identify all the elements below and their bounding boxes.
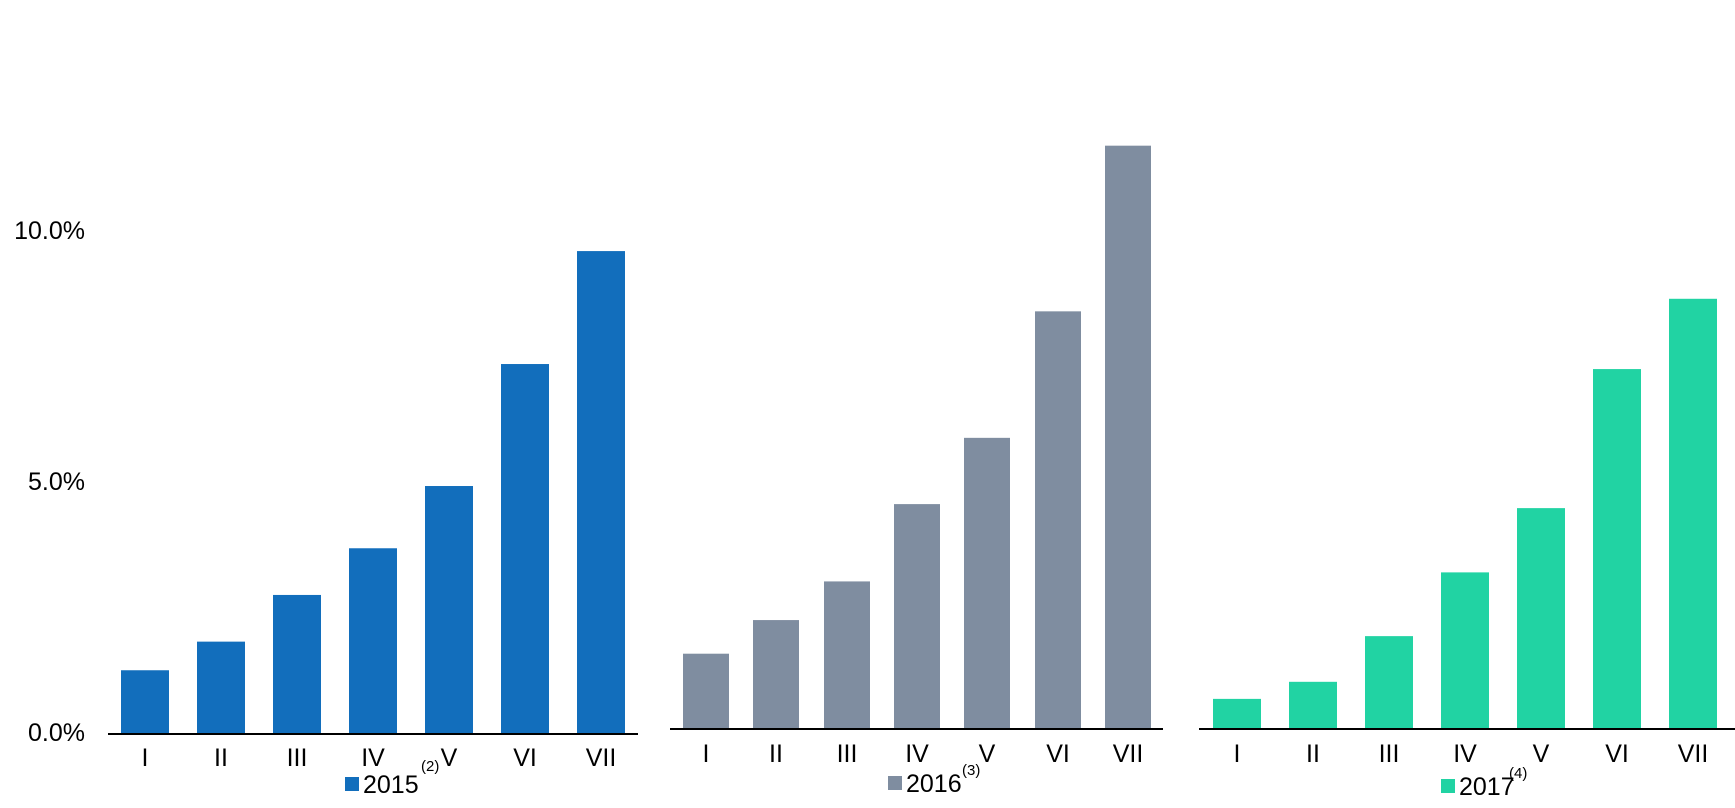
x-tick-label: VII [586,744,617,772]
bar-2015-VII [577,251,625,733]
legend-swatch-2017 [1441,779,1455,793]
x-tick-label: VII [1113,740,1144,768]
bar-2015-V [425,486,473,733]
legend-label: 2016 [906,770,962,798]
x-tick-label: II [214,744,228,772]
x-tick-label: II [1306,740,1320,768]
bar-2015-I [121,670,169,733]
bar-2016-VII [1105,145,1151,728]
bar-2017-III [1365,636,1413,728]
bar-2016-V [964,437,1010,728]
x-tick-label: VI [513,744,537,772]
x-tick-label: V [979,740,996,768]
x-tick-label: VI [1605,740,1629,768]
x-tick-label: III [1379,740,1400,768]
bar-2015-VI [501,364,549,733]
y-tick-label: 10.0% [14,217,85,245]
footnote-marker: (3) [962,762,980,779]
legend-label: 2017 [1459,773,1515,801]
x-tick-label: I [142,744,149,772]
y-tick-label: 0.0% [28,719,85,747]
x-tick-label: IV [1453,740,1477,768]
bar-2016-II [753,620,799,728]
x-tick-label: V [441,744,458,772]
bar-2017-VI [1593,369,1641,728]
bar-2015-II [197,641,245,733]
bar-2017-II [1289,681,1337,728]
bar-2016-III [824,581,870,728]
x-tick-label: VII [1678,740,1709,768]
x-tick-label: IV [905,740,929,768]
bar-2017-IV [1441,572,1489,728]
legend-label: 2015 [363,771,419,799]
x-tick-label: VI [1046,740,1070,768]
y-tick-label: 5.0% [28,468,85,496]
bar-2017-V [1517,508,1565,728]
bar-2016-VI [1035,311,1081,728]
footnote-marker: (4) [1509,765,1527,782]
legend-swatch-2015 [345,777,359,791]
x-tick-label: V [1533,740,1550,768]
footnote-marker: (2) [421,758,439,775]
bar-2015-IV [349,548,397,733]
x-tick-label: I [1234,740,1241,768]
x-tick-label: III [837,740,858,768]
bar-2016-I [683,653,729,728]
legend-swatch-2016 [888,776,902,790]
bar-2016-IV [894,504,940,728]
bar-2017-I [1213,698,1261,728]
bar-2017-VII [1669,298,1717,728]
x-tick-label: IV [361,744,385,772]
x-tick-label: I [703,740,710,768]
bar-2015-III [273,594,321,733]
x-tick-label: III [287,744,308,772]
x-tick-label: II [769,740,783,768]
